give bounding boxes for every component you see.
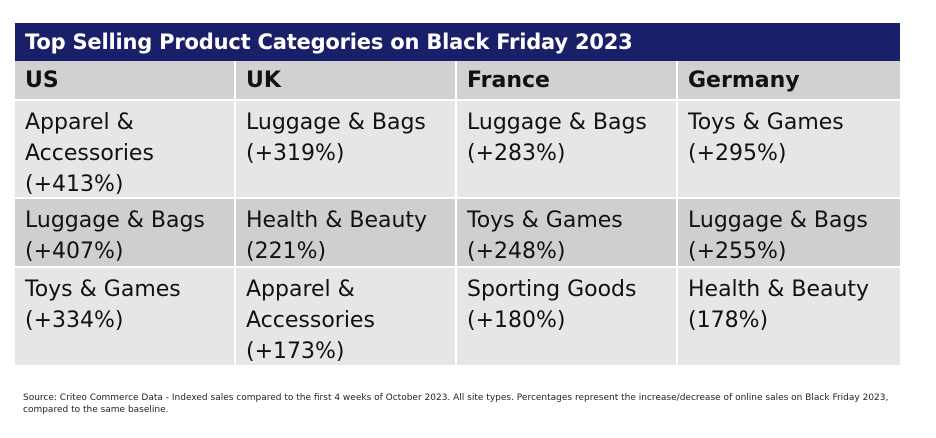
table-cell-r1-france: Luggage & Bags (+283%) <box>457 101 678 199</box>
column-header-uk: UK <box>236 61 457 101</box>
table-cell-r1-uk: Luggage & Bags (+319%) <box>236 101 457 199</box>
table-cell-r2-uk: Health & Beauty (221%) <box>236 199 457 268</box>
table-cell-r2-germany: Luggage & Bags (+255%) <box>678 199 900 268</box>
table-cell-r3-us: Toys & Games (+334%) <box>15 268 236 367</box>
column-header-us: US <box>15 61 236 101</box>
table-cell-r2-france: Toys & Games (+248%) <box>457 199 678 268</box>
table-cell-r3-france: Sporting Goods (+180%) <box>457 268 678 367</box>
source-note: Source: Criteo Commerce Data - Indexed s… <box>23 393 889 415</box>
table-cell-r1-germany: Toys & Games (+295%) <box>678 101 900 199</box>
table-cell-r3-uk: Apparel & Accessories (+173%) <box>236 268 457 367</box>
table-title: Top Selling Product Categories on Black … <box>25 30 633 54</box>
table-cell-r1-us: Apparel & Accessories (+413%) <box>15 101 236 199</box>
category-table: US UK France Germany Apparel & Accessori… <box>15 61 900 367</box>
column-header-france: France <box>457 61 678 101</box>
table-title-bar: Top Selling Product Categories on Black … <box>15 23 900 61</box>
column-header-germany: Germany <box>678 61 900 101</box>
table-cell-r2-us: Luggage & Bags (+407%) <box>15 199 236 268</box>
table-cell-r3-germany: Health & Beauty (178%) <box>678 268 900 367</box>
